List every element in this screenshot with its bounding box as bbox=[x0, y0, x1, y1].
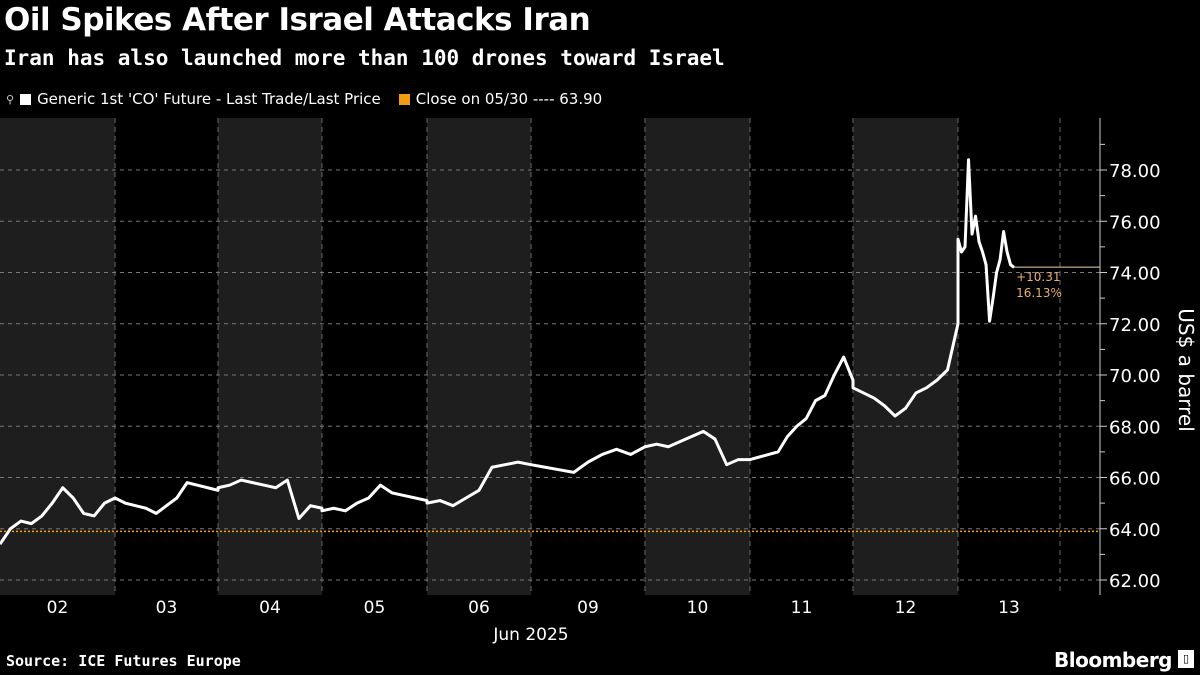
y-tick-label: 72.00 bbox=[1109, 315, 1161, 336]
y-tick-label: 74.00 bbox=[1109, 264, 1161, 285]
y-axis-label: US$ a barrel bbox=[1174, 308, 1198, 432]
close-swatch bbox=[398, 93, 410, 105]
x-axis-label: Jun 2025 bbox=[492, 625, 568, 645]
x-tick-label: 03 bbox=[156, 598, 178, 618]
y-tick-label: 70.00 bbox=[1109, 366, 1161, 387]
y-tick-label: 68.00 bbox=[1109, 417, 1161, 438]
y-tick-label: 76.00 bbox=[1109, 212, 1161, 233]
y-tick-label: 66.00 bbox=[1109, 469, 1161, 490]
y-tick-label: 62.00 bbox=[1109, 571, 1161, 592]
x-tick-label: 11 bbox=[791, 598, 813, 618]
x-tick-label: 02 bbox=[47, 598, 69, 618]
x-tick-label: 05 bbox=[364, 598, 386, 618]
x-tick-label: 12 bbox=[895, 598, 917, 618]
day-band bbox=[427, 118, 531, 595]
x-tick-label: 04 bbox=[259, 598, 281, 618]
bloomberg-logo: Bloomberg bbox=[1054, 648, 1172, 672]
day-band bbox=[218, 118, 322, 595]
x-tick-label: 09 bbox=[577, 598, 599, 618]
pin-icon: ⚲ bbox=[6, 92, 15, 106]
bloomberg-mark-icon: ▯ bbox=[1178, 650, 1194, 668]
series-swatch bbox=[20, 93, 32, 105]
y-tick-label: 64.00 bbox=[1109, 520, 1161, 541]
legend-series-label: Generic 1st 'CO' Future - Last Trade/Las… bbox=[37, 90, 381, 108]
x-tick-label: 06 bbox=[468, 598, 490, 618]
chart-subtitle: Iran has also launched more than 100 dro… bbox=[4, 46, 725, 70]
legend-close-label: Close on 05/30 ---- 63.90 bbox=[415, 90, 603, 108]
chart-title: Oil Spikes After Israel Attacks Iran bbox=[4, 2, 591, 38]
day-band bbox=[853, 118, 958, 595]
x-tick-label: 10 bbox=[687, 598, 709, 618]
day-band bbox=[645, 118, 750, 595]
source-note: Source: ICE Futures Europe bbox=[6, 652, 241, 670]
y-tick-label: 78.00 bbox=[1109, 161, 1161, 182]
legend: ⚲ Generic 1st 'CO' Future - Last Trade/L… bbox=[6, 90, 602, 108]
x-tick-label: 13 bbox=[998, 598, 1020, 618]
change-pct-label: 16.13% bbox=[1016, 286, 1062, 300]
price-line bbox=[0, 158, 1015, 545]
change-abs-label: +10.31 bbox=[1016, 270, 1060, 284]
